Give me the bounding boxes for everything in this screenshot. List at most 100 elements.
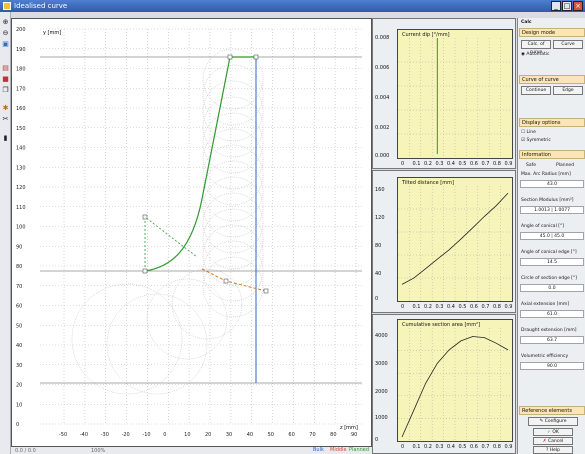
save-icon[interactable]: ■ xyxy=(2,75,9,83)
info-label: Angle of conical [°] xyxy=(521,224,565,229)
line-option[interactable]: ☐ Line xyxy=(521,130,536,135)
info-value: 0.0 xyxy=(520,284,584,292)
cut-icon[interactable]: ✂ xyxy=(2,115,9,123)
zoom-out-icon[interactable]: ⊖ xyxy=(2,29,9,37)
curve-button[interactable]: Curve xyxy=(553,40,583,49)
y-tick: 120 xyxy=(375,215,385,221)
info-header: Information xyxy=(519,150,585,159)
tool-circle xyxy=(202,144,264,206)
copy-icon[interactable]: ❐ xyxy=(2,86,9,94)
cancel-button[interactable]: ✗ Cancel xyxy=(533,437,573,445)
info-value: 63.7 xyxy=(520,336,584,344)
continue-button[interactable]: Continue xyxy=(521,86,551,95)
x-tick: 0.5 xyxy=(458,161,467,167)
tool-circle xyxy=(146,278,228,360)
x-tick: 0.6 xyxy=(470,304,478,310)
tool-circle xyxy=(202,160,264,222)
settings-icon[interactable]: ✱ xyxy=(2,104,9,112)
col-planned: Planned xyxy=(556,163,575,168)
plot-area-2[interactable]: Tilted distance [mm] xyxy=(397,177,513,302)
y-tick-label: 40 xyxy=(16,343,22,349)
x-tick: 0.9 xyxy=(504,444,513,450)
x-tick: 0.4 xyxy=(447,161,455,167)
title-bar: Idealised curve _ □ × xyxy=(0,0,585,12)
y-tick: 40 xyxy=(375,271,382,277)
y-tick-label: 60 xyxy=(16,304,22,310)
info-label: Max. Arc Radius [mm] xyxy=(521,172,571,177)
y-tick-label: 70 xyxy=(16,284,22,290)
main-plot-svg: 2001901801701601501401301201101009080706… xyxy=(16,27,362,438)
y-axis-label: y [mm] xyxy=(43,30,61,36)
calc-curve-button[interactable]: Calc. of curve xyxy=(521,40,551,55)
tool-circle xyxy=(71,283,183,395)
tool-strip: ⊕ ⊖ ▣ ▤ ■ ❐ ✱ ✂ ▮ xyxy=(0,12,11,454)
y-tick-label: 90 xyxy=(16,244,22,250)
tool-circle xyxy=(202,128,264,190)
x-tick-label: -30 xyxy=(101,432,109,438)
app-icon xyxy=(3,2,11,10)
edge-button[interactable]: Edge xyxy=(553,86,583,95)
x-tick-label: 30 xyxy=(226,432,232,438)
main-plot[interactable]: 200 190 180 170 160 150 140 130 120 110 100 90 80 70 6… xyxy=(11,18,372,447)
symmetric-option[interactable]: ☑ Symmetric xyxy=(521,138,551,143)
configure-button[interactable]: ✎ Configure xyxy=(528,417,578,426)
minimize-button[interactable]: _ xyxy=(551,1,561,11)
y-tick: 0.004 xyxy=(375,95,390,101)
x-tick-label: 10 xyxy=(184,432,190,438)
fit-icon[interactable]: ▣ xyxy=(2,40,9,48)
tool-circle xyxy=(202,256,264,318)
plot-area-1[interactable]: Current dip [°/mm] xyxy=(397,29,513,159)
tool-circle xyxy=(202,240,264,302)
cancel-label: Cancel xyxy=(547,439,564,444)
x-tick-label: -10 xyxy=(142,432,150,438)
x-tick: 0.5 xyxy=(458,444,467,450)
series-line xyxy=(401,336,509,438)
help-button[interactable]: ? Help xyxy=(533,446,573,454)
info-value: 90.0 xyxy=(520,362,584,370)
y-tick-label: 140 xyxy=(16,146,26,152)
y-tick: 0.008 xyxy=(375,35,390,41)
x-tick: 0.2 xyxy=(424,444,432,450)
status-bar: 0.0 / 0.0 100% Bulk Middle Planned xyxy=(11,447,372,454)
chart-title-1: Current dip [°/mm] xyxy=(402,32,450,38)
x-tick: 0 xyxy=(401,161,405,167)
y-tick-label: 30 xyxy=(16,363,22,369)
automatic-option[interactable]: ◉ Automatic xyxy=(521,52,550,57)
ok-button[interactable]: ✓ OK xyxy=(533,428,573,436)
zoom-in-icon[interactable]: ⊕ xyxy=(2,18,9,26)
tool-circle xyxy=(202,192,264,254)
design-mode-header: Design mode xyxy=(519,28,585,37)
x-tick-label: 50 xyxy=(268,432,274,438)
x-tick-label: 80 xyxy=(330,432,336,438)
symmetric-label: Symmetric xyxy=(526,138,551,143)
plot-area-3[interactable]: Cumulative section area [mm²] xyxy=(397,319,513,442)
chart-title-2: Tilted distance [mm] xyxy=(402,180,454,186)
x-tick: 0.7 xyxy=(481,161,490,167)
close-button[interactable]: × xyxy=(573,1,583,11)
tool-circle xyxy=(202,176,264,238)
y-tick: 80 xyxy=(375,243,382,249)
window-title: Idealised curve xyxy=(14,2,68,10)
sidebar-title: Calc xyxy=(521,20,532,25)
tool-circle xyxy=(202,80,264,142)
x-tick: 0.6 xyxy=(470,161,478,167)
print-icon[interactable]: ▤ xyxy=(2,64,9,72)
curve-header: Curve of curve xyxy=(519,75,585,84)
chart-svg-2 xyxy=(398,186,512,301)
handle-point xyxy=(142,214,148,220)
planned-construction xyxy=(144,216,198,271)
x-tick-label: 60 xyxy=(288,432,294,438)
y-tick-label: 160 xyxy=(16,106,26,112)
x-ticks-1: 0 0.1 0.2 0.3 0.4 0.5 0.6 0.7 0.8 0.9 xyxy=(397,161,513,168)
tool-circle xyxy=(202,224,264,286)
col-safe: Safe xyxy=(526,163,536,168)
y-tick: 0 xyxy=(375,296,379,302)
x-tick: 0.2 xyxy=(424,304,432,310)
maximize-button[interactable]: □ xyxy=(562,1,572,11)
planned-curve xyxy=(144,56,256,272)
chart-panel-3: Cumulative section area [mm²] 4000 3000 … xyxy=(372,314,516,454)
x-tick-label: 70 xyxy=(309,432,315,438)
y-tick-label: 20 xyxy=(16,383,22,389)
drill-icon[interactable]: ▮ xyxy=(3,134,8,142)
handle-point xyxy=(253,54,259,60)
